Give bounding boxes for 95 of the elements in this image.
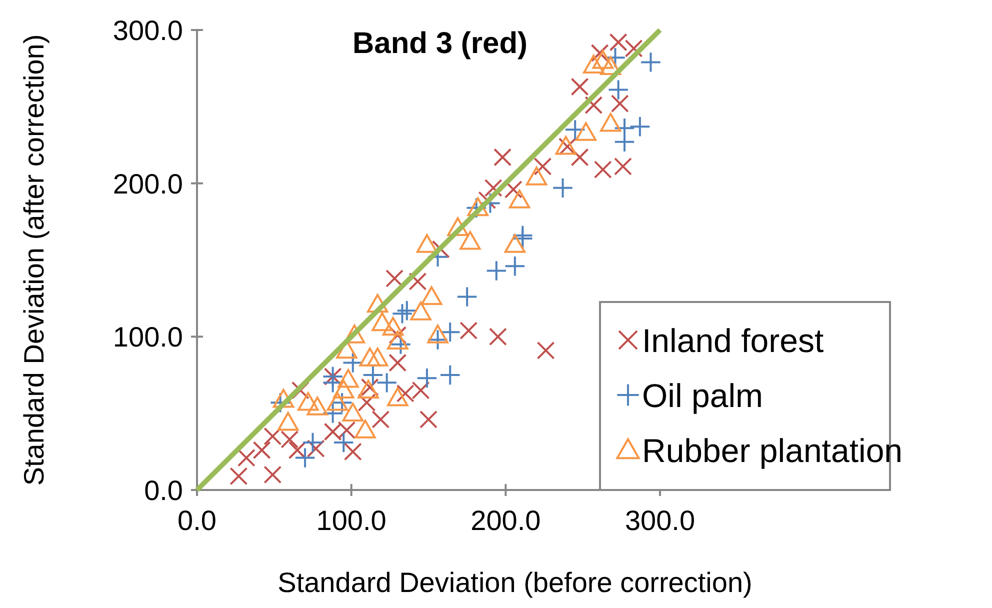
point: [552, 177, 574, 199]
y-tick-label: 100.0: [112, 322, 183, 353]
x-tick-label: 0.0: [178, 505, 216, 536]
x-tick-label: 100.0: [316, 505, 386, 536]
point: [504, 234, 526, 253]
point: [372, 410, 390, 428]
point: [230, 467, 248, 486]
point: [306, 396, 328, 416]
point: [366, 348, 388, 366]
point: [526, 166, 548, 186]
point: [460, 322, 478, 340]
point: [440, 321, 461, 343]
point: [342, 352, 364, 374]
y-tick-label: 200.0: [112, 168, 183, 200]
point: [600, 56, 622, 75]
point: [387, 330, 408, 350]
x-axis-title: Standard Deviation (before correction): [278, 567, 752, 598]
point: [508, 190, 530, 208]
point: [608, 79, 629, 100]
point: [338, 369, 359, 388]
point: [447, 217, 468, 236]
point: [387, 387, 408, 406]
point: [610, 94, 629, 113]
point: [344, 324, 366, 344]
point: [302, 432, 324, 454]
point: [570, 148, 589, 166]
point: [322, 402, 344, 424]
point: [410, 302, 432, 320]
point: [272, 388, 294, 408]
point: [359, 348, 380, 366]
point: [629, 116, 651, 138]
point: [386, 269, 404, 288]
point: [555, 136, 576, 155]
point: [362, 364, 384, 386]
point: [504, 256, 526, 277]
point: [624, 39, 643, 58]
legend-label: Oil palm: [642, 377, 764, 414]
point: [264, 466, 282, 484]
point: [326, 392, 348, 411]
point: [440, 364, 461, 386]
point: [614, 157, 632, 176]
x-tick-label: 300.0: [624, 505, 696, 536]
point: [592, 50, 614, 69]
point: [583, 54, 604, 74]
point: [294, 447, 316, 468]
point: [358, 394, 376, 412]
point: [575, 122, 597, 141]
point: [277, 412, 299, 431]
y-tick-label: 300.0: [112, 15, 183, 46]
point: [358, 380, 379, 399]
point: [331, 392, 353, 414]
point: [584, 96, 603, 114]
point: [486, 260, 508, 282]
point: [456, 286, 478, 308]
point: [333, 432, 354, 454]
point: [609, 33, 628, 52]
point: [392, 303, 413, 324]
point: [298, 392, 319, 411]
point: [536, 341, 555, 360]
point: [564, 119, 586, 140]
legend-label: Inland forest: [642, 322, 824, 359]
point: [427, 324, 448, 344]
point: [342, 402, 364, 422]
y-axis-title: Standard Deviation (after correction): [18, 34, 50, 486]
point: [390, 334, 412, 355]
point: [252, 441, 271, 460]
point: [237, 448, 256, 467]
point: [488, 328, 507, 346]
point: [594, 160, 612, 179]
point: [354, 420, 376, 438]
point: [372, 312, 393, 332]
point: [396, 300, 418, 322]
point: [570, 78, 589, 96]
point: [640, 52, 662, 73]
x-tick-label: 200.0: [470, 505, 541, 536]
point: [420, 410, 438, 428]
y-tick-label: 0.0: [144, 475, 183, 506]
point: [427, 329, 448, 350]
point: [388, 354, 407, 372]
point: [376, 372, 398, 394]
point: [484, 178, 502, 197]
point: [344, 442, 362, 461]
chart-title: Band 3 (red): [352, 27, 528, 60]
point: [460, 231, 481, 250]
legend-label: Rubber plantation: [642, 432, 903, 469]
point: [600, 112, 622, 132]
point: [604, 47, 626, 68]
point: [366, 294, 388, 313]
point: [416, 367, 438, 389]
point: [420, 286, 442, 305]
point: [333, 380, 354, 399]
point: [382, 316, 404, 336]
point: [416, 234, 438, 253]
point: [494, 148, 512, 166]
point: [408, 272, 427, 290]
